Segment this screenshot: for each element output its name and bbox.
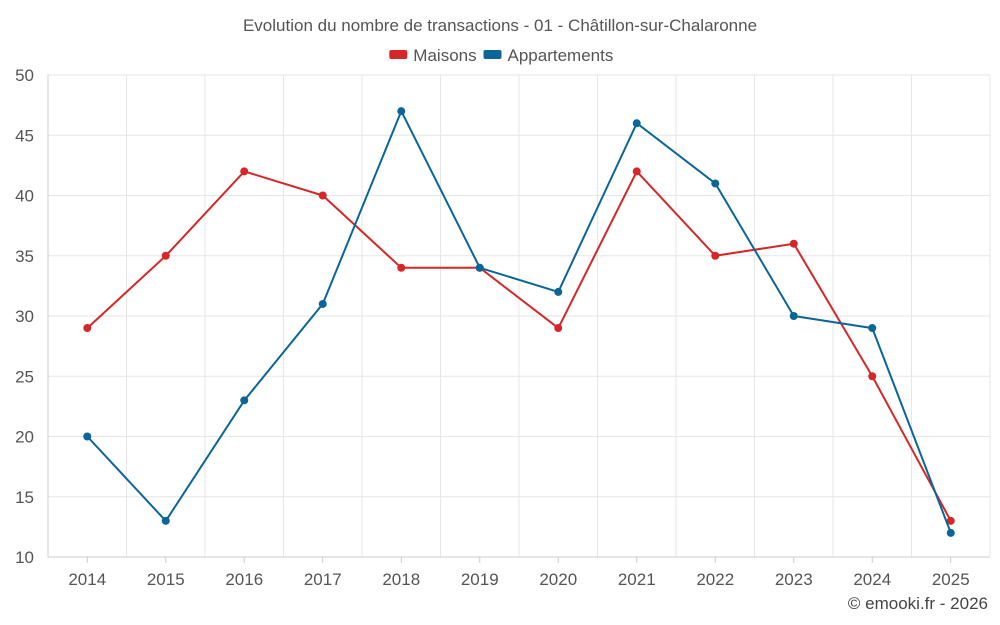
x-tick-label: 2023	[775, 570, 813, 589]
data-point[interactable]	[789, 312, 798, 320]
grid	[47, 74, 991, 558]
x-tick-label: 2021	[618, 570, 656, 589]
legend-swatch	[389, 50, 408, 59]
data-point[interactable]	[632, 119, 641, 128]
data-point[interactable]	[946, 528, 955, 537]
x-tick-label: 2024	[853, 570, 891, 589]
x-tick-label: 2015	[147, 570, 185, 589]
data-point[interactable]	[711, 179, 720, 188]
series-maisons	[83, 167, 955, 525]
data-point[interactable]	[240, 396, 249, 405]
x-tick-label: 2016	[225, 570, 263, 589]
data-point[interactable]	[318, 191, 327, 200]
x-tick-label: 2017	[304, 570, 342, 589]
y-tick-label: 30	[15, 307, 34, 326]
data-point[interactable]	[711, 251, 720, 260]
data-point[interactable]	[318, 299, 327, 308]
data-point[interactable]	[475, 263, 484, 272]
x-tick-label: 2014	[68, 570, 106, 589]
legend-label: Appartements	[508, 46, 614, 65]
y-tick-label: 35	[15, 247, 34, 266]
data-point[interactable]	[868, 324, 877, 333]
data-point[interactable]	[161, 516, 170, 525]
y-tick-label: 15	[15, 488, 34, 507]
data-point[interactable]	[161, 251, 170, 260]
x-tick-label: 2022	[696, 570, 734, 589]
data-point[interactable]	[83, 324, 92, 333]
y-tick-label: 40	[15, 187, 34, 206]
series-group	[83, 107, 955, 537]
legend-label: Maisons	[413, 46, 476, 65]
x-tick-label: 2019	[461, 570, 499, 589]
data-point[interactable]	[397, 263, 406, 272]
data-point[interactable]	[868, 372, 877, 381]
x-tick-label: 2018	[382, 570, 420, 589]
legend-item-appartements[interactable]: Appartements	[483, 46, 614, 65]
chart-title: Evolution du nombre de transactions - 01…	[243, 16, 757, 35]
x-tick-label: 2020	[539, 570, 577, 589]
data-point[interactable]	[240, 167, 249, 176]
data-point[interactable]	[554, 324, 563, 333]
legend[interactable]: Maisons Appartements	[389, 46, 613, 65]
y-tick-label: 50	[15, 66, 34, 85]
x-tick-label: 2025	[932, 570, 970, 589]
y-tick-label: 45	[15, 126, 34, 145]
data-point[interactable]	[397, 107, 406, 116]
series-line	[86, 170, 952, 522]
y-tick-label: 20	[15, 428, 34, 447]
data-point[interactable]	[554, 287, 563, 296]
credit-text: © emooki.fr - 2026	[848, 594, 988, 613]
legend-swatch	[483, 50, 502, 59]
series-appartements	[83, 107, 955, 537]
data-point[interactable]	[946, 516, 955, 525]
y-tick-label: 10	[15, 548, 34, 567]
data-point[interactable]	[83, 432, 92, 441]
y-tick-label: 25	[15, 367, 34, 386]
legend-item-maisons[interactable]: Maisons	[389, 46, 477, 65]
data-point[interactable]	[789, 239, 798, 248]
series-line	[86, 110, 952, 534]
data-point[interactable]	[632, 167, 641, 176]
